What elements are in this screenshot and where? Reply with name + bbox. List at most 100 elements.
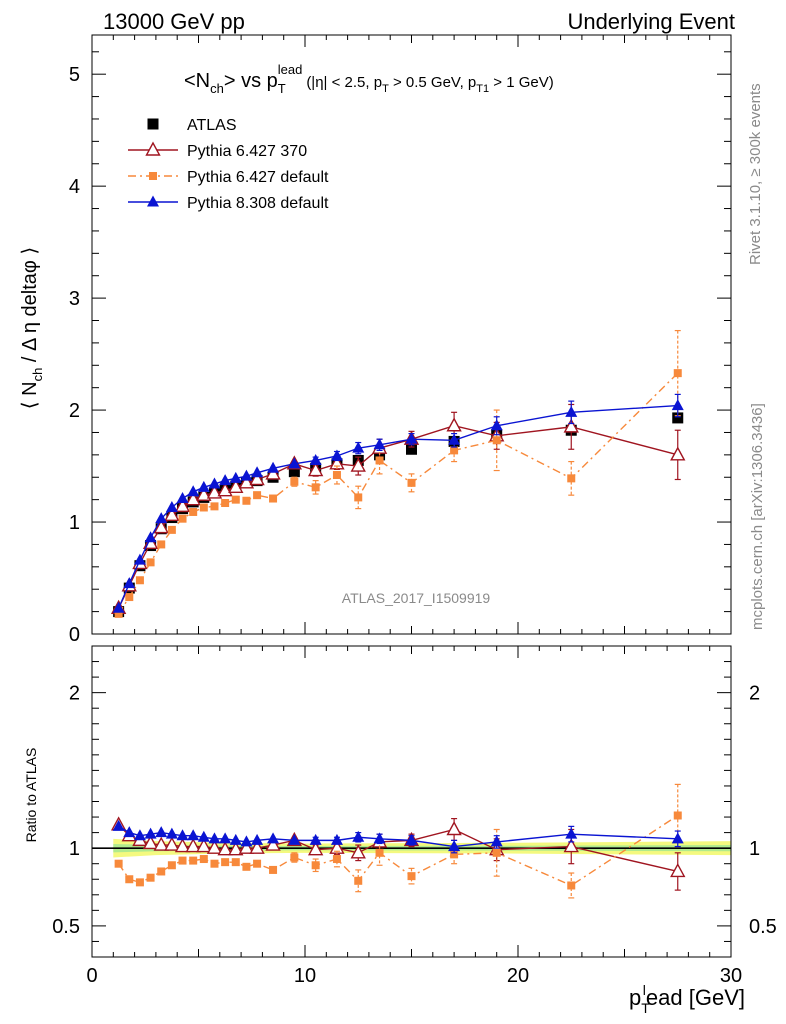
legend-label: Pythia 8.308 default	[187, 195, 329, 212]
main-pythia6-370-data-point	[153, 519, 169, 534]
ratio-pythia8-default-data-point	[144, 827, 157, 839]
main-pythia8-default-data-point	[373, 438, 386, 450]
ratio-plot-panel: 0.5 0.51 12 20 10 20 30	[52, 645, 777, 987]
x-tick-label: 10	[294, 965, 316, 987]
main-pythia6-default-data-point	[242, 496, 251, 505]
ratio-y-axis-label: Ratio to ATLAS	[23, 748, 39, 843]
main-pythia8-default-data-point	[490, 419, 503, 431]
ratio-pythia6-370-data-point	[670, 863, 686, 878]
main-pythia6-default-data-point	[221, 499, 230, 508]
main-pythia6-default-data-point	[375, 456, 384, 465]
main-pythia6-default-data-point	[567, 474, 576, 483]
ratio-pythia8-default-data-point	[155, 826, 168, 838]
ratio-pythia6-370-data-point	[563, 838, 579, 853]
ratio-y-tick-label: 2	[69, 683, 80, 705]
main-pythia6-370-data-point	[185, 491, 201, 506]
main-pythia8-default-data-point	[123, 577, 136, 589]
ratio-y-tick-label: 0.5	[52, 916, 80, 938]
ratio-pythia8-default-data-point	[671, 832, 684, 844]
main-pythia6-370-data-point	[249, 471, 265, 486]
ratio-pythia6-370-data-point	[164, 836, 180, 851]
main-pythia6-default-data-point	[311, 483, 320, 492]
ratio-pythia6-default-data-point	[157, 867, 166, 876]
main-pythia8-default-data-point	[251, 466, 264, 478]
header-process-label: Underlying Event	[567, 9, 735, 34]
header-energy-label: 13000 GeV pp	[103, 9, 245, 34]
main-pythia6-370-data-point	[228, 478, 244, 494]
ratio-y-tick-label: 1	[69, 838, 80, 860]
ratio-pythia6-370-data-point	[174, 838, 191, 853]
main-pythia8-default-data-point	[565, 405, 578, 417]
ratio-pythia6-default-data-point	[167, 861, 176, 870]
legend-entry: Pythia 8.308 default	[128, 195, 329, 212]
ratio-pythia6-default-data-point	[492, 848, 501, 857]
ratio-pythia6-default-data-point	[673, 811, 682, 820]
main-pythia6-370-data-point	[174, 497, 191, 513]
ratio-pythia6-default-data-point	[146, 873, 155, 882]
main-pythia6-default-data-point	[407, 478, 416, 487]
ratio-pythia8-default-data-point	[448, 840, 461, 852]
ratio-pythia6-default-data-point	[450, 850, 459, 859]
main-atlas-data-point	[672, 412, 684, 424]
ratio-pythia6-370-data-point	[217, 841, 233, 856]
x-tick-label: 0	[86, 965, 97, 987]
ratio-pythia6-default-data-point	[354, 876, 363, 885]
ratio-pythia6-default-data-point	[221, 858, 230, 867]
main-pythia6-default-data-point	[332, 471, 341, 480]
legend-entry: Pythia 6.427 default	[128, 169, 329, 186]
ratio-pythia6-370-data-point	[238, 839, 255, 854]
legend-marker	[147, 195, 159, 207]
ratio-pythia8-default-data-point	[267, 832, 280, 844]
main-pythia6-default-data-point	[199, 503, 208, 512]
legend-label: Pythia 6.427 default	[187, 169, 329, 186]
ratio-pythia8-default-data-point	[112, 819, 125, 831]
main-pythia8-default-data-point	[197, 480, 210, 492]
legend: ATLAS Pythia 6.427 370 Pythia 6.427 defaul…	[128, 117, 329, 212]
main-pythia6-370-data-point	[307, 462, 324, 477]
main-y-tick-label: 2	[69, 400, 80, 422]
x-axis-label: pTlead [GeV]	[629, 982, 745, 1016]
main-pythia6-default-data-point	[269, 494, 278, 503]
main-pythia6-default-data-point	[673, 369, 682, 378]
mcplots-reference-label: mcplots.cern.ch [arXiv:1306.3436]	[749, 403, 766, 630]
x-tick-label: 30	[720, 965, 742, 987]
ratio-pythia6-default-data-point	[199, 855, 208, 864]
ratio-frame	[91, 645, 732, 958]
main-pythia6-default-data-point	[492, 436, 501, 445]
ratio-pythia8-default-data-point	[165, 827, 178, 839]
ratio-pythia6-default-data-point	[311, 861, 320, 870]
ratio-pythia6-370-data-point	[228, 841, 244, 856]
main-pythia6-default-data-point	[231, 495, 240, 504]
main-pythia8-default-data-point	[671, 399, 684, 411]
ratio-pythia8-default-data-point	[565, 827, 578, 839]
ratio-pythia6-default-data-point	[125, 875, 134, 884]
main-pythia6-default-data-point	[290, 477, 299, 486]
main-pythia6-default-data-point	[450, 446, 459, 455]
plot-title: <Nch> vs pTlead(|η| < 2.5, pT > 0.5 GeV,…	[184, 62, 554, 96]
ratio-pythia6-default-data-point	[135, 878, 144, 887]
main-pythia6-default-data-point	[354, 493, 363, 502]
ratio-pythia6-default-data-point	[375, 848, 384, 857]
main-pythia8-default-data-point	[352, 441, 365, 453]
main-pythia6-default-data-point	[167, 525, 176, 534]
main-pythia6-370-data-point	[164, 506, 180, 522]
ratio-pythia8-default-data-point	[352, 830, 365, 842]
main-pythia8-default-data-point	[309, 453, 322, 465]
rivet-version-label: Rivet 3.1.10, ≥ 300k events	[747, 83, 764, 265]
main-pythia8-default-data-point	[229, 471, 242, 483]
ratio-pythia6-default-data-point	[242, 862, 251, 871]
ratio-pythia6-default-data-point	[269, 865, 278, 874]
ratio-pythia8-default-data-point	[187, 829, 200, 841]
ratio-pythia8-default-data-point	[197, 830, 210, 842]
ratio-pythia8-default-data-point	[219, 832, 232, 844]
legend-entry: Pythia 6.427 370	[128, 141, 307, 160]
ratio-pythia6-370-data-point	[249, 839, 265, 854]
main-pythia8-default-data-point	[240, 469, 253, 481]
ratio-pythia8-default-data-point	[176, 829, 189, 841]
ratio-y-tick-label-right: 2	[749, 683, 760, 705]
ratio-pythia6-370-data-point	[307, 841, 324, 856]
ratio-pythia6-370-data-point	[350, 844, 366, 859]
main-pythia6-default-data-point	[146, 558, 155, 567]
main-pythia6-370-data-point	[563, 418, 579, 433]
